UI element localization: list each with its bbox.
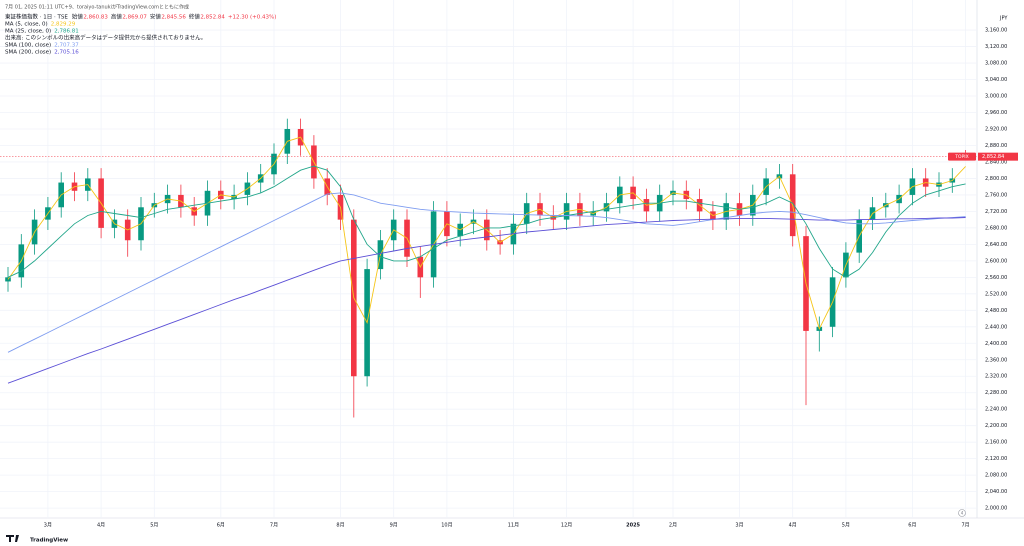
ma-line <box>7 136 966 331</box>
y-tick-label: 2,520.00 <box>985 291 1007 297</box>
plot <box>0 118 977 418</box>
logo <box>6 535 19 542</box>
symbol: 東証株価指数 · 1日 · TSE <box>5 13 68 21</box>
y-tick-label: 2,360.00 <box>985 357 1007 363</box>
legend-value: 2,829.29 <box>51 22 76 28</box>
y-tick-label: 3,160.00 <box>985 28 1007 34</box>
y-tick-label: 2,920.00 <box>985 126 1007 132</box>
y-tick-label: 2,480.00 <box>985 308 1007 314</box>
x-tick-label: 7月 <box>962 523 970 529</box>
x-tick-label: 11月 <box>508 523 519 529</box>
legend-name: SMA (100, close) <box>5 43 51 49</box>
x-tick-label: 6月 <box>217 523 225 529</box>
last-price-label: 2,852.84 <box>982 154 1004 160</box>
y-tick-label: 2,960.00 <box>985 110 1007 116</box>
y-tick-label: 2,680.00 <box>985 225 1007 231</box>
legend-name: SMA (200, close) <box>5 50 51 56</box>
y-tick-label: 2,640.00 <box>985 242 1007 248</box>
ohlc-label: 始値 <box>72 13 84 21</box>
y-tick-label: 3,000.00 <box>985 94 1007 100</box>
volume-note: 出来高: このシンボルの出来高データはデータ提供元から提供されておりません。 <box>5 34 206 42</box>
y-tick-label: 2,800.00 <box>985 176 1007 182</box>
legend-name: MA (5, close, 0) <box>5 22 48 28</box>
ma-line <box>7 165 966 278</box>
ohlc-label: 高値 <box>111 13 123 21</box>
x-tick-label: 2月 <box>669 523 677 529</box>
change: +12.30 (+0.43%) <box>228 15 276 21</box>
y-tick-label: 3,080.00 <box>985 61 1007 67</box>
y-tick-label: 2,080.00 <box>985 473 1007 479</box>
x-tick-label: 12月 <box>561 523 572 529</box>
ohlc-value: 2,860.83 <box>83 15 108 21</box>
legend-value: 2,705.16 <box>54 50 79 56</box>
y-tick-label: 2,840.00 <box>985 159 1007 165</box>
price-tag: TOPIX <box>954 154 968 160</box>
y-tick-label: 2,760.00 <box>985 192 1007 198</box>
labels: 7月 01, 2025 01:11 UTC+9、toraiyo-tanukiがT… <box>5 4 1018 544</box>
y-tick-label: 2,160.00 <box>985 440 1007 446</box>
last-price-bg <box>978 152 1018 161</box>
ohlc-value: 2,869.07 <box>122 15 147 21</box>
x-tick-label: 10月 <box>441 523 452 529</box>
ma-line <box>7 217 966 384</box>
x-tick-label: 3月 <box>44 523 52 529</box>
legend-name: MA (25, close, 0) <box>5 29 51 35</box>
y-tick-label: 2,200.00 <box>985 423 1007 429</box>
y-tick-label: 2,120.00 <box>985 456 1007 462</box>
x-tick-label: 2025 <box>626 523 640 529</box>
y-tick-label: 2,240.00 <box>985 407 1007 413</box>
legend-value: 2,786.81 <box>54 29 79 35</box>
ohlc-value: 2,845.56 <box>161 15 186 21</box>
y-tick-label: 3,120.00 <box>985 44 1007 50</box>
y-tick-label: 2,400.00 <box>985 341 1007 347</box>
y-tick-label: 2,280.00 <box>985 390 1007 396</box>
x-tick-label: 9月 <box>390 523 398 529</box>
ohlc-label: 終値 <box>189 13 201 21</box>
y-tick-label: 2,440.00 <box>985 324 1007 330</box>
x-tick-label: 7月 <box>270 523 278 529</box>
y-tick-label: 2,560.00 <box>985 275 1007 281</box>
y-tick-label: 3,040.00 <box>985 77 1007 83</box>
x-tick-label: 3月 <box>735 523 743 529</box>
ohlc-label: 安値 <box>150 13 162 21</box>
price-tag-bg <box>948 152 976 161</box>
legend-value: 2,707.37 <box>54 43 79 49</box>
event-badge <box>958 509 966 517</box>
y-tick-label: 2,320.00 <box>985 374 1007 380</box>
ohlc-value: 2,852.84 <box>200 15 225 21</box>
caption: 7月 01, 2025 01:11 UTC+9、toraiyo-tanukiがT… <box>5 4 189 11</box>
x-tick-label: 4月 <box>97 523 105 529</box>
y-tick-label: 2,040.00 <box>985 489 1007 495</box>
x-tick-label: 5月 <box>150 523 158 529</box>
y-tick-label: 2,600.00 <box>985 258 1007 264</box>
y-tick-label: 2,720.00 <box>985 209 1007 215</box>
ma-line <box>7 192 966 353</box>
currency: JPY <box>999 16 1008 22</box>
grid <box>0 0 977 518</box>
x-tick-label: 5月 <box>842 523 850 529</box>
x-tick-label: 6月 <box>908 523 916 529</box>
event-badge-label: 4 <box>961 510 964 515</box>
footer-brand: TradingView <box>30 538 68 544</box>
x-tick-label: 8月 <box>336 523 344 529</box>
x-tick-label: 4月 <box>789 523 797 529</box>
y-tick-label: 2,000.00 <box>985 506 1007 512</box>
y-tick-label: 2,880.00 <box>985 143 1007 149</box>
